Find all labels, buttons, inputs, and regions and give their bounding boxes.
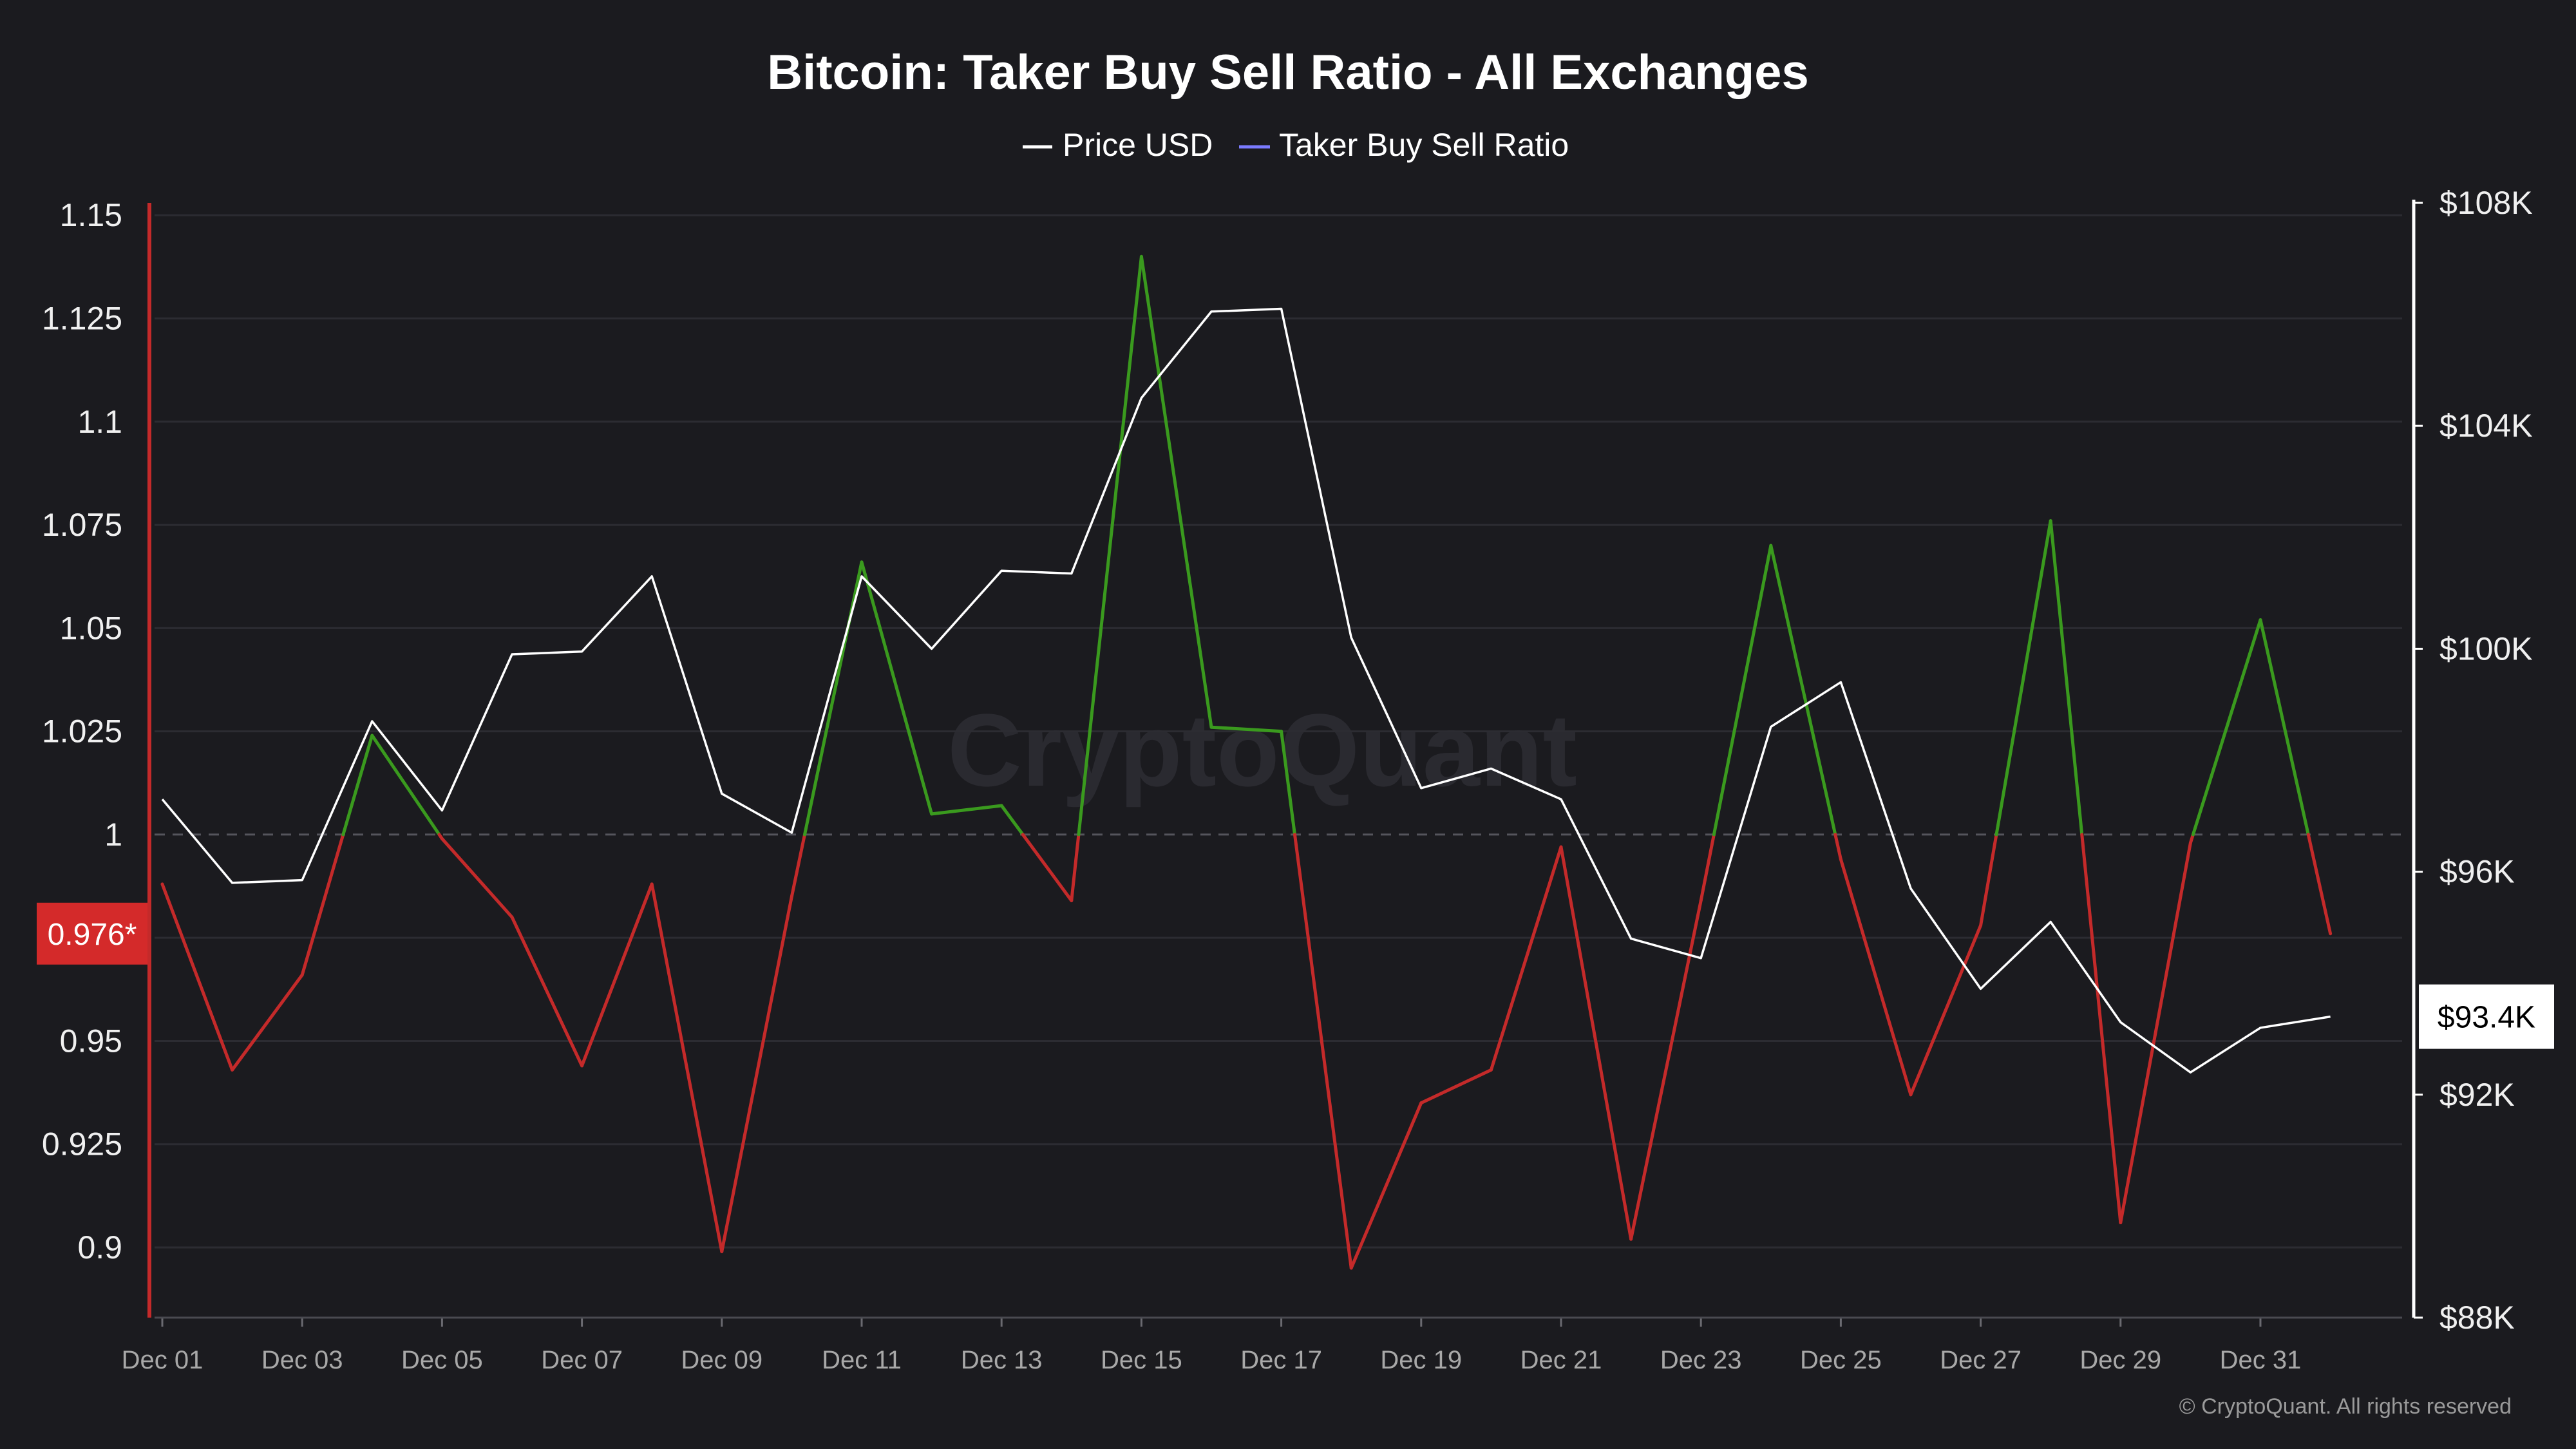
ratio-segment [2080, 833, 2123, 1225]
current-price-label: $93.4K [2438, 1001, 2535, 1035]
current-price-badge [2419, 984, 2554, 1049]
grid [155, 214, 2402, 1249]
price-line [161, 307, 2331, 1074]
x-tick-label: Dec 01 [122, 1346, 204, 1374]
x-tick-label: Dec 27 [1940, 1346, 2022, 1374]
ratio-segment [2259, 618, 2310, 837]
legend-label-price[interactable]: Price USD [1063, 127, 1213, 163]
ratio-segment [510, 915, 584, 1068]
y-left-tick-label: 1.075 [42, 507, 122, 543]
ratio-segment [1349, 1101, 1423, 1270]
ratio-segment [1909, 923, 1983, 1097]
y-left-tick-label: 1.05 [60, 610, 122, 646]
ratio-segment [803, 560, 864, 837]
ratio-segment [2306, 833, 2333, 936]
ratio-segment [1994, 519, 2052, 837]
y-right-tick-label: $92K [2439, 1077, 2515, 1113]
ratio-segment [1559, 845, 1633, 1241]
current-ratio-label: 0.976* [48, 918, 137, 952]
chart-title: Bitcoin: Taker Buy Sell Ratio - All Exch… [767, 45, 1809, 100]
ratio-segment [1769, 544, 1837, 837]
legend[interactable]: Price USD Taker Buy Sell Ratio [1023, 127, 1569, 163]
ratio-segment [300, 833, 345, 977]
y-left-tick-label: 1.1 [77, 404, 122, 440]
ratio-segment [1077, 254, 1143, 837]
copyright: © CryptoQuant. All rights reserved [2179, 1394, 2512, 1419]
legend-label-ratio[interactable]: Taker Buy Sell Ratio [1279, 127, 1569, 163]
x-tick-label: Dec 23 [1660, 1346, 1742, 1374]
ratio-segment [1833, 833, 1842, 861]
y-left-tick-label: 0.925 [42, 1126, 122, 1162]
ratio-segment [370, 734, 441, 837]
ratio-segment [1699, 833, 1716, 902]
ratio-segment [650, 882, 724, 1253]
ratio-segment [1280, 730, 1296, 837]
ratio-segment [790, 833, 807, 898]
x-tick-label: Dec 11 [822, 1346, 902, 1374]
tick-labels: 1.15 1.125 1.1 1.075 1.05 1.025 1 0.95 0.925 0.9 $… [42, 185, 2533, 1374]
ratio-segment [440, 837, 514, 919]
x-tick-label: Dec 03 [261, 1346, 343, 1374]
ratio-segment [1712, 544, 1773, 837]
ratio-segment [999, 804, 1025, 837]
x-tick-label: Dec 29 [2079, 1346, 2161, 1374]
ratio-segment [1979, 833, 1998, 927]
ratio-segment [160, 882, 234, 1072]
ratio-segment [2191, 618, 2262, 837]
y-right-tick-label: $100K [2439, 630, 2533, 667]
x-tick-label: Dec 05 [401, 1346, 483, 1374]
y-left-tick-label: 1.025 [42, 714, 122, 750]
ratio-segment [860, 560, 934, 816]
value-badges: 0.976* $93.4K [37, 902, 2554, 1049]
x-tick-label: Dec 15 [1101, 1346, 1182, 1374]
x-tick-label: Dec 13 [961, 1346, 1043, 1374]
ratio-segment [341, 734, 374, 837]
ratio-segment [2049, 519, 2084, 837]
ratio-segment [1021, 833, 1074, 902]
ratio-segment [1139, 254, 1213, 729]
ratio-segment [1293, 833, 1353, 1270]
y-right-tick-label: $108K [2439, 185, 2533, 221]
ratio-segment [720, 895, 793, 1253]
x-tick-label: Dec 21 [1520, 1346, 1602, 1374]
ratio-segment [1489, 845, 1563, 1072]
y-right-tick-label: $88K [2439, 1300, 2515, 1336]
y-right-tick-label: $104K [2439, 408, 2533, 444]
ratio-segment [231, 973, 304, 1072]
y-left-tick-label: 1.15 [60, 197, 122, 233]
series [160, 254, 2333, 1270]
ratio-segment [1070, 833, 1081, 902]
x-tick-label: Dec 19 [1380, 1346, 1462, 1374]
x-tick-label: Dec 31 [2220, 1346, 2302, 1374]
ratio-segment [1629, 898, 1703, 1241]
y-left-tick-label: 1.125 [42, 301, 122, 337]
ratio-segment [580, 882, 654, 1068]
axes [147, 200, 2423, 1327]
y-left-tick-label: 0.9 [77, 1229, 122, 1265]
x-tick-label: Dec 25 [1800, 1346, 1882, 1374]
y-right-tick-label: $96K [2439, 854, 2515, 890]
ratio-segment [1839, 857, 1913, 1097]
y-left-tick-label: 1 [104, 817, 122, 853]
watermark: CryptoQuant [947, 692, 1577, 808]
ratio-segment [1209, 725, 1283, 734]
x-tick-label: Dec 17 [1240, 1346, 1322, 1374]
current-ratio-badge [37, 902, 147, 965]
ratio-segment [1419, 1068, 1493, 1105]
ratio-segment [930, 804, 1003, 816]
x-tick-label: Dec 07 [541, 1346, 623, 1374]
ratio-segment [2119, 841, 2192, 1225]
x-tick-label: Dec 09 [681, 1346, 762, 1374]
y-left-tick-label: 0.95 [60, 1023, 122, 1059]
